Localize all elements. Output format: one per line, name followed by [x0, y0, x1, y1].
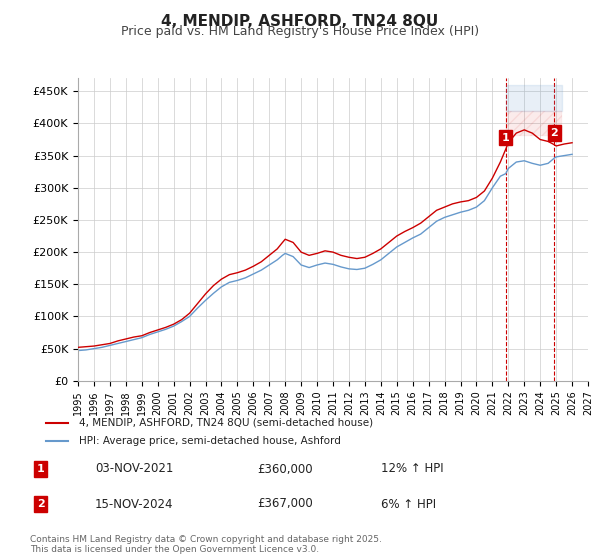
Text: 6% ↑ HPI: 6% ↑ HPI — [381, 497, 436, 511]
Text: 2: 2 — [37, 499, 44, 509]
Text: £367,000: £367,000 — [257, 497, 313, 511]
Text: 1: 1 — [37, 464, 44, 474]
Text: 2: 2 — [550, 128, 558, 138]
Text: £360,000: £360,000 — [257, 463, 313, 475]
Text: 15-NOV-2024: 15-NOV-2024 — [95, 497, 173, 511]
Text: 4, MENDIP, ASHFORD, TN24 8QU (semi-detached house): 4, MENDIP, ASHFORD, TN24 8QU (semi-detac… — [79, 418, 373, 428]
Text: 4, MENDIP, ASHFORD, TN24 8QU: 4, MENDIP, ASHFORD, TN24 8QU — [161, 14, 439, 29]
Text: 12% ↑ HPI: 12% ↑ HPI — [381, 463, 443, 475]
Text: Contains HM Land Registry data © Crown copyright and database right 2025.
This d: Contains HM Land Registry data © Crown c… — [30, 535, 382, 554]
Text: Price paid vs. HM Land Registry's House Price Index (HPI): Price paid vs. HM Land Registry's House … — [121, 25, 479, 38]
Text: 03-NOV-2021: 03-NOV-2021 — [95, 463, 173, 475]
Text: HPI: Average price, semi-detached house, Ashford: HPI: Average price, semi-detached house,… — [79, 436, 340, 446]
Text: 1: 1 — [502, 133, 509, 143]
